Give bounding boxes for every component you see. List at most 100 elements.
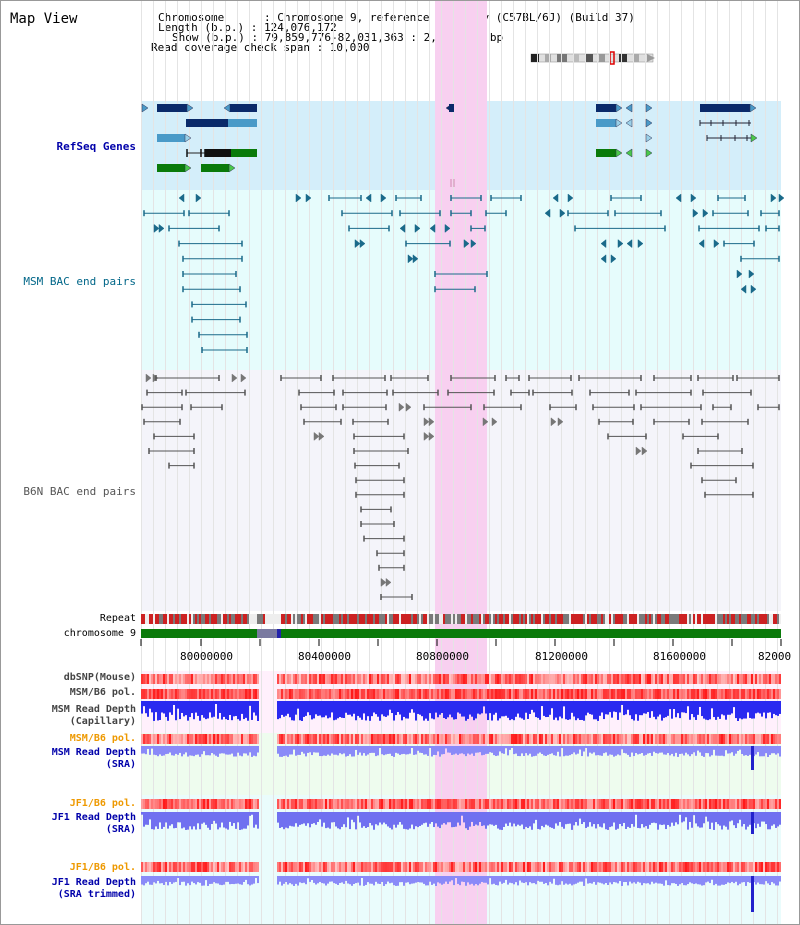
read-depth-bar	[373, 876, 375, 886]
snp-density-cell	[653, 862, 655, 872]
snp-density-cell	[177, 689, 179, 699]
snp-density-cell	[487, 862, 489, 872]
snp-density-cell	[599, 689, 601, 699]
repeat-block	[369, 614, 371, 624]
snp-density-cell	[681, 674, 683, 684]
read-depth-bar	[455, 812, 457, 827]
read-depth-bar	[435, 701, 437, 713]
snp-density-cell	[681, 734, 683, 744]
snp-density-cell	[361, 862, 363, 872]
snp-density-cell	[233, 862, 235, 872]
read-depth-bar	[363, 746, 365, 754]
snp-density-cell	[315, 674, 317, 684]
snp-density-cell	[557, 734, 559, 744]
snp-density-cell	[413, 862, 415, 872]
read-depth-bar	[659, 746, 661, 753]
snp-density-cell	[703, 674, 705, 684]
read-depth-bar	[157, 812, 159, 829]
snp-density-cell	[397, 734, 399, 744]
snp-density-cell	[447, 799, 449, 809]
read-depth-bar	[605, 701, 607, 715]
snp-density-cell	[679, 862, 681, 872]
snp-density-cell	[581, 674, 583, 684]
read-depth-bar	[599, 876, 601, 883]
read-depth-bar	[141, 746, 143, 754]
read-depth-bar	[655, 701, 657, 720]
snp-density-cell	[409, 734, 411, 744]
gene-arrow	[615, 118, 623, 128]
read-depth-bar	[471, 876, 473, 884]
repeat-block	[683, 614, 685, 624]
snp-density-cell	[293, 689, 295, 699]
read-depth-bar	[223, 746, 225, 754]
snp-density-cell	[579, 862, 581, 872]
snp-density-cell	[567, 799, 569, 809]
read-depth-bar	[677, 812, 679, 825]
read-depth-bar	[627, 746, 629, 755]
snp-density-cell	[721, 674, 723, 684]
snp-density-cell	[357, 689, 359, 699]
read-depth-bar	[377, 746, 379, 756]
read-depth-bar	[601, 812, 603, 828]
snp-density-cell	[169, 862, 171, 872]
snp-density-cell	[311, 689, 313, 699]
axis-tick-label: 80000000	[180, 650, 233, 663]
repeat-block	[431, 614, 433, 624]
snp-density-cell	[749, 862, 751, 872]
snp-density-cell	[459, 734, 461, 744]
read-depth-bar	[177, 812, 179, 823]
read-depth-bar	[473, 812, 475, 826]
read-depth-bar	[425, 876, 427, 886]
snp-density-cell	[343, 799, 345, 809]
snp-density-cell	[207, 862, 209, 872]
read-depth-bar	[415, 876, 417, 883]
read-depth-bar	[539, 812, 541, 830]
read-depth-bar	[407, 876, 409, 883]
read-depth-bar	[387, 701, 389, 716]
read-depth-bar	[177, 876, 179, 878]
snp-density-cell	[749, 674, 751, 684]
snp-density-cell	[331, 799, 333, 809]
snp-density-cell	[393, 689, 395, 699]
snp-density-cell	[739, 689, 741, 699]
snp-density-cell	[735, 674, 737, 684]
repeat-block	[259, 614, 261, 624]
snp-density-cell	[199, 689, 201, 699]
snp-density-cell	[593, 799, 595, 809]
gene-exon	[596, 119, 616, 127]
repeat-block	[551, 614, 553, 624]
repeat-block	[211, 614, 213, 624]
gene-exon	[700, 104, 750, 112]
snp-density-cell	[467, 799, 469, 809]
snp-density-cell	[153, 734, 155, 744]
snp-density-cell	[759, 689, 761, 699]
snp-density-cell	[353, 862, 355, 872]
snp-density-cell	[657, 799, 659, 809]
snp-density-cell	[737, 734, 739, 744]
read-depth-bar	[143, 701, 145, 707]
snp-density-cell	[503, 674, 505, 684]
read-depth-bar	[679, 812, 681, 815]
snp-density-cell	[231, 799, 233, 809]
snp-density-cell	[685, 862, 687, 872]
read-depth-bar	[151, 701, 153, 713]
read-depth-bar	[257, 746, 259, 753]
read-depth-bar	[573, 876, 575, 885]
read-depth-bar	[149, 701, 151, 709]
snp-density-cell	[401, 674, 403, 684]
read-depth-bar	[345, 812, 347, 828]
snp-density-cell	[285, 689, 287, 699]
read-depth-bar	[515, 876, 517, 883]
snp-density-cell	[233, 734, 235, 744]
repeat-block	[655, 614, 657, 624]
read-depth-bar	[393, 812, 395, 825]
snp-density-cell	[695, 689, 697, 699]
read-depth-bar	[247, 701, 249, 721]
repeat-block	[413, 614, 415, 624]
read-depth-bar	[209, 746, 211, 756]
read-depth-bar	[759, 746, 761, 757]
read-depth-bar	[249, 812, 251, 816]
read-depth-bar	[755, 812, 757, 829]
read-depth-bar	[547, 876, 549, 886]
